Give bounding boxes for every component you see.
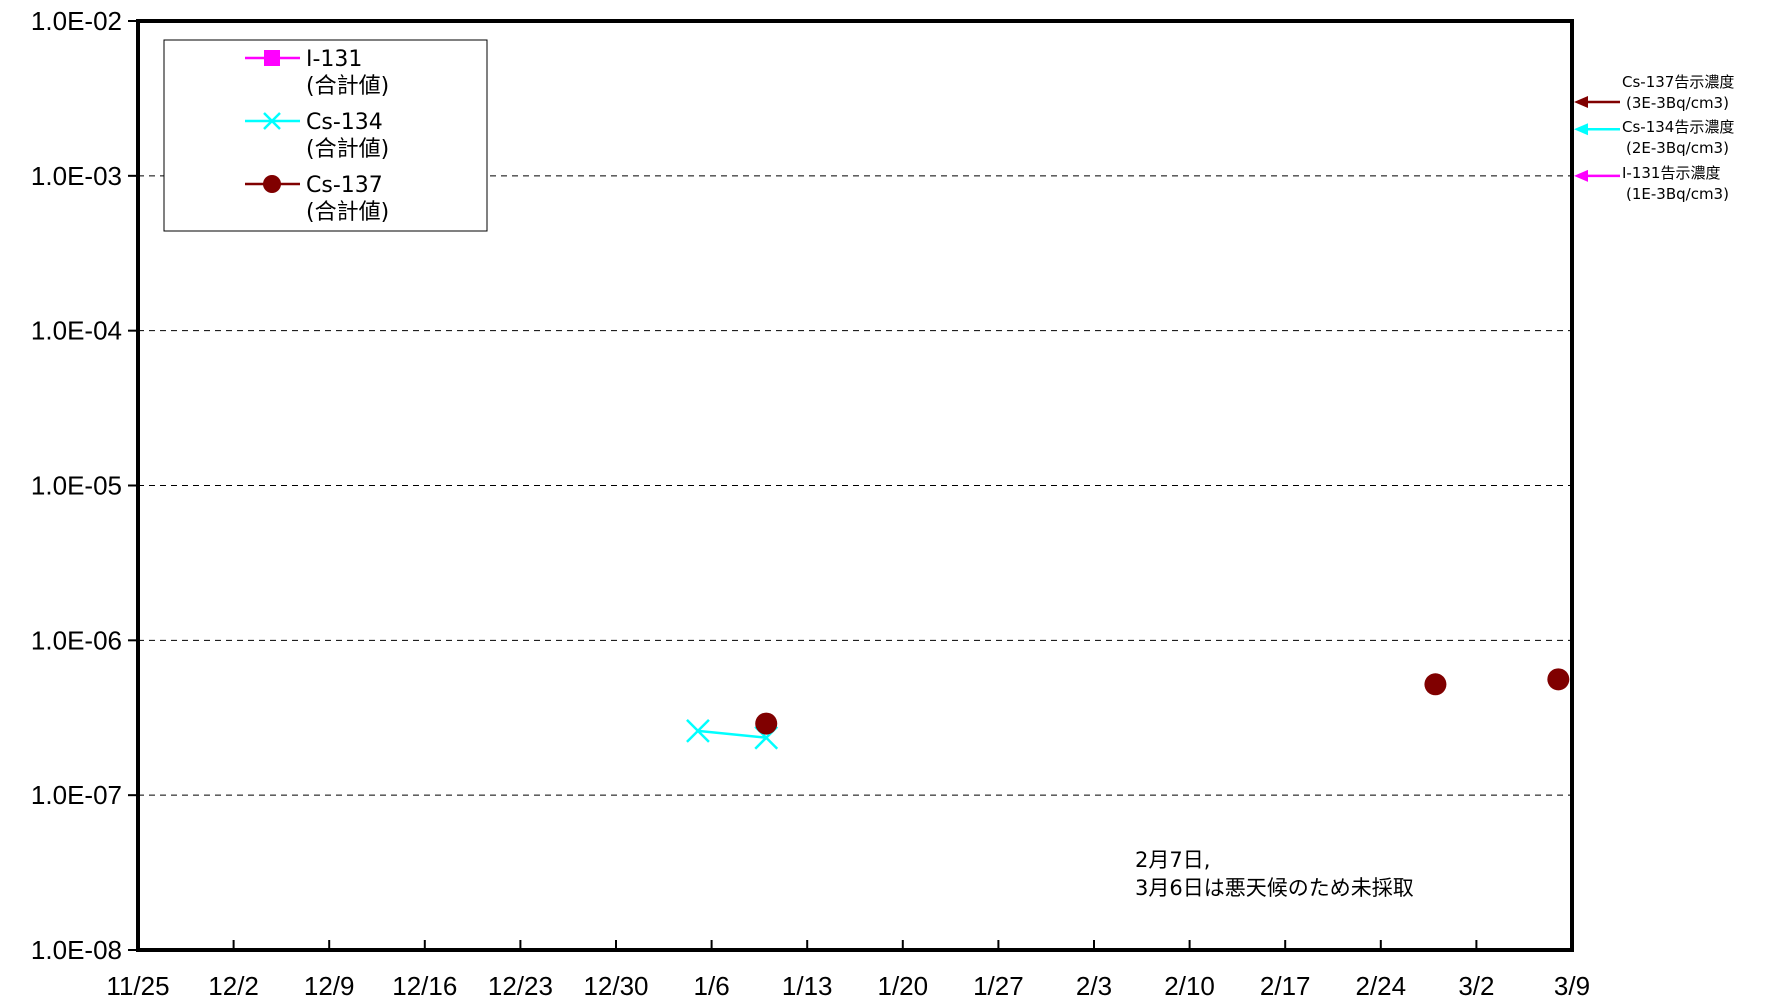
x-tick-label: 1/6 bbox=[694, 971, 730, 1001]
x-tick-label: 12/23 bbox=[488, 971, 553, 1001]
reference-marker-1: Cs-134告示濃度 (2E-3Bq/cm3) bbox=[1574, 118, 1734, 157]
plot-frame bbox=[136, 19, 1574, 952]
x-tick-label: 2/3 bbox=[1076, 971, 1112, 1001]
x-tick-label: 12/2 bbox=[208, 971, 259, 1001]
x-marker-stroke bbox=[263, 112, 281, 130]
series-line bbox=[697, 729, 767, 739]
reference-marker-2: I-131告示濃度 (1E-3Bq/cm3) bbox=[1574, 164, 1729, 203]
x-tick-label: 3/9 bbox=[1554, 971, 1590, 1001]
reference-marker-0: Cs-137告示濃度 (3E-3Bq/cm3) bbox=[1574, 73, 1734, 112]
x-tick-label: 11/25 bbox=[106, 971, 169, 1001]
data-point bbox=[755, 712, 778, 735]
y-tick-label: 1.0E-03 bbox=[31, 161, 122, 191]
x-tick-label: 12/16 bbox=[392, 971, 457, 1001]
x-tick-label: 1/20 bbox=[877, 971, 928, 1001]
legend-entry-0: I-131(合計値) bbox=[245, 47, 389, 99]
legend-label: (合計値) bbox=[306, 137, 389, 162]
legend-swatch-marker bbox=[264, 50, 280, 66]
reference-label: (2E-3Bq/cm3) bbox=[1626, 139, 1729, 157]
reference-label: (3E-3Bq/cm3) bbox=[1626, 94, 1729, 112]
x-marker-stroke bbox=[686, 719, 710, 743]
legend-entry-1: Cs-134(合計値) bbox=[245, 110, 389, 162]
x-tick-label: 2/17 bbox=[1260, 971, 1311, 1001]
x-tick-label: 12/30 bbox=[583, 971, 648, 1001]
data-series bbox=[686, 668, 1570, 750]
legend-swatch-marker bbox=[263, 112, 281, 130]
x-tick-label: 2/24 bbox=[1355, 971, 1406, 1001]
arrow-head bbox=[1574, 169, 1588, 182]
x-tick-label: 2/10 bbox=[1164, 971, 1215, 1001]
axes: 1.0E-08 1.0E-07 1.0E-06 1.0E-05 1.0E-04 1.0E-… bbox=[31, 6, 1590, 1001]
reference-label: Cs-137告示濃度 bbox=[1622, 73, 1734, 91]
reference-label: Cs-134告示濃度 bbox=[1622, 118, 1734, 136]
reference-label: I-131告示濃度 bbox=[1622, 164, 1720, 182]
legend-label: (合計値) bbox=[306, 200, 389, 225]
legend: I-131(合計値)Cs-134(合計値)Cs-137(合計値) bbox=[163, 39, 488, 232]
legend-label: Cs-137 bbox=[306, 173, 383, 198]
y-tick-label: 1.0E-04 bbox=[31, 316, 122, 346]
gridlines bbox=[138, 175, 1572, 796]
data-point bbox=[1424, 673, 1447, 696]
annotation-text: 3月6日は悪天候のため未採取 bbox=[1135, 876, 1414, 900]
x-tick-label: 12/9 bbox=[304, 971, 355, 1001]
data-point bbox=[1547, 668, 1570, 691]
arrow-head bbox=[1574, 95, 1588, 108]
y-tick-label: 1.0E-06 bbox=[31, 625, 122, 655]
reference-markers: Cs-137告示濃度 (3E-3Bq/cm3) Cs-134告示濃度 (2E-3Bq/… bbox=[1574, 73, 1734, 203]
y-tick-label: 1.0E-05 bbox=[31, 471, 122, 501]
annotation: 2月7日, 3月6日は悪天候のため未採取 bbox=[1135, 848, 1414, 900]
x-tick-label: 3/2 bbox=[1458, 971, 1494, 1001]
y-tick-label: 1.0E-08 bbox=[31, 935, 122, 965]
reference-label: (1E-3Bq/cm3) bbox=[1626, 185, 1729, 203]
legend-swatch-marker bbox=[263, 175, 281, 193]
series-2 bbox=[755, 668, 1570, 735]
legend-label: Cs-134 bbox=[306, 110, 383, 135]
y-tick-label: 1.0E-07 bbox=[31, 780, 122, 810]
annotation-text: 2月7日, bbox=[1135, 848, 1210, 872]
x-tick-label: 1/27 bbox=[973, 971, 1024, 1001]
legend-label: I-131 bbox=[306, 47, 362, 72]
data-point bbox=[686, 719, 710, 743]
legend-label: (合計値) bbox=[306, 74, 389, 99]
arrow-head bbox=[1574, 123, 1588, 136]
legend-box bbox=[163, 39, 488, 232]
y-tick-label: 1.0E-02 bbox=[31, 6, 122, 36]
x-tick-label: 1/13 bbox=[782, 971, 833, 1001]
legend-entry-2: Cs-137(合計値) bbox=[245, 173, 389, 225]
